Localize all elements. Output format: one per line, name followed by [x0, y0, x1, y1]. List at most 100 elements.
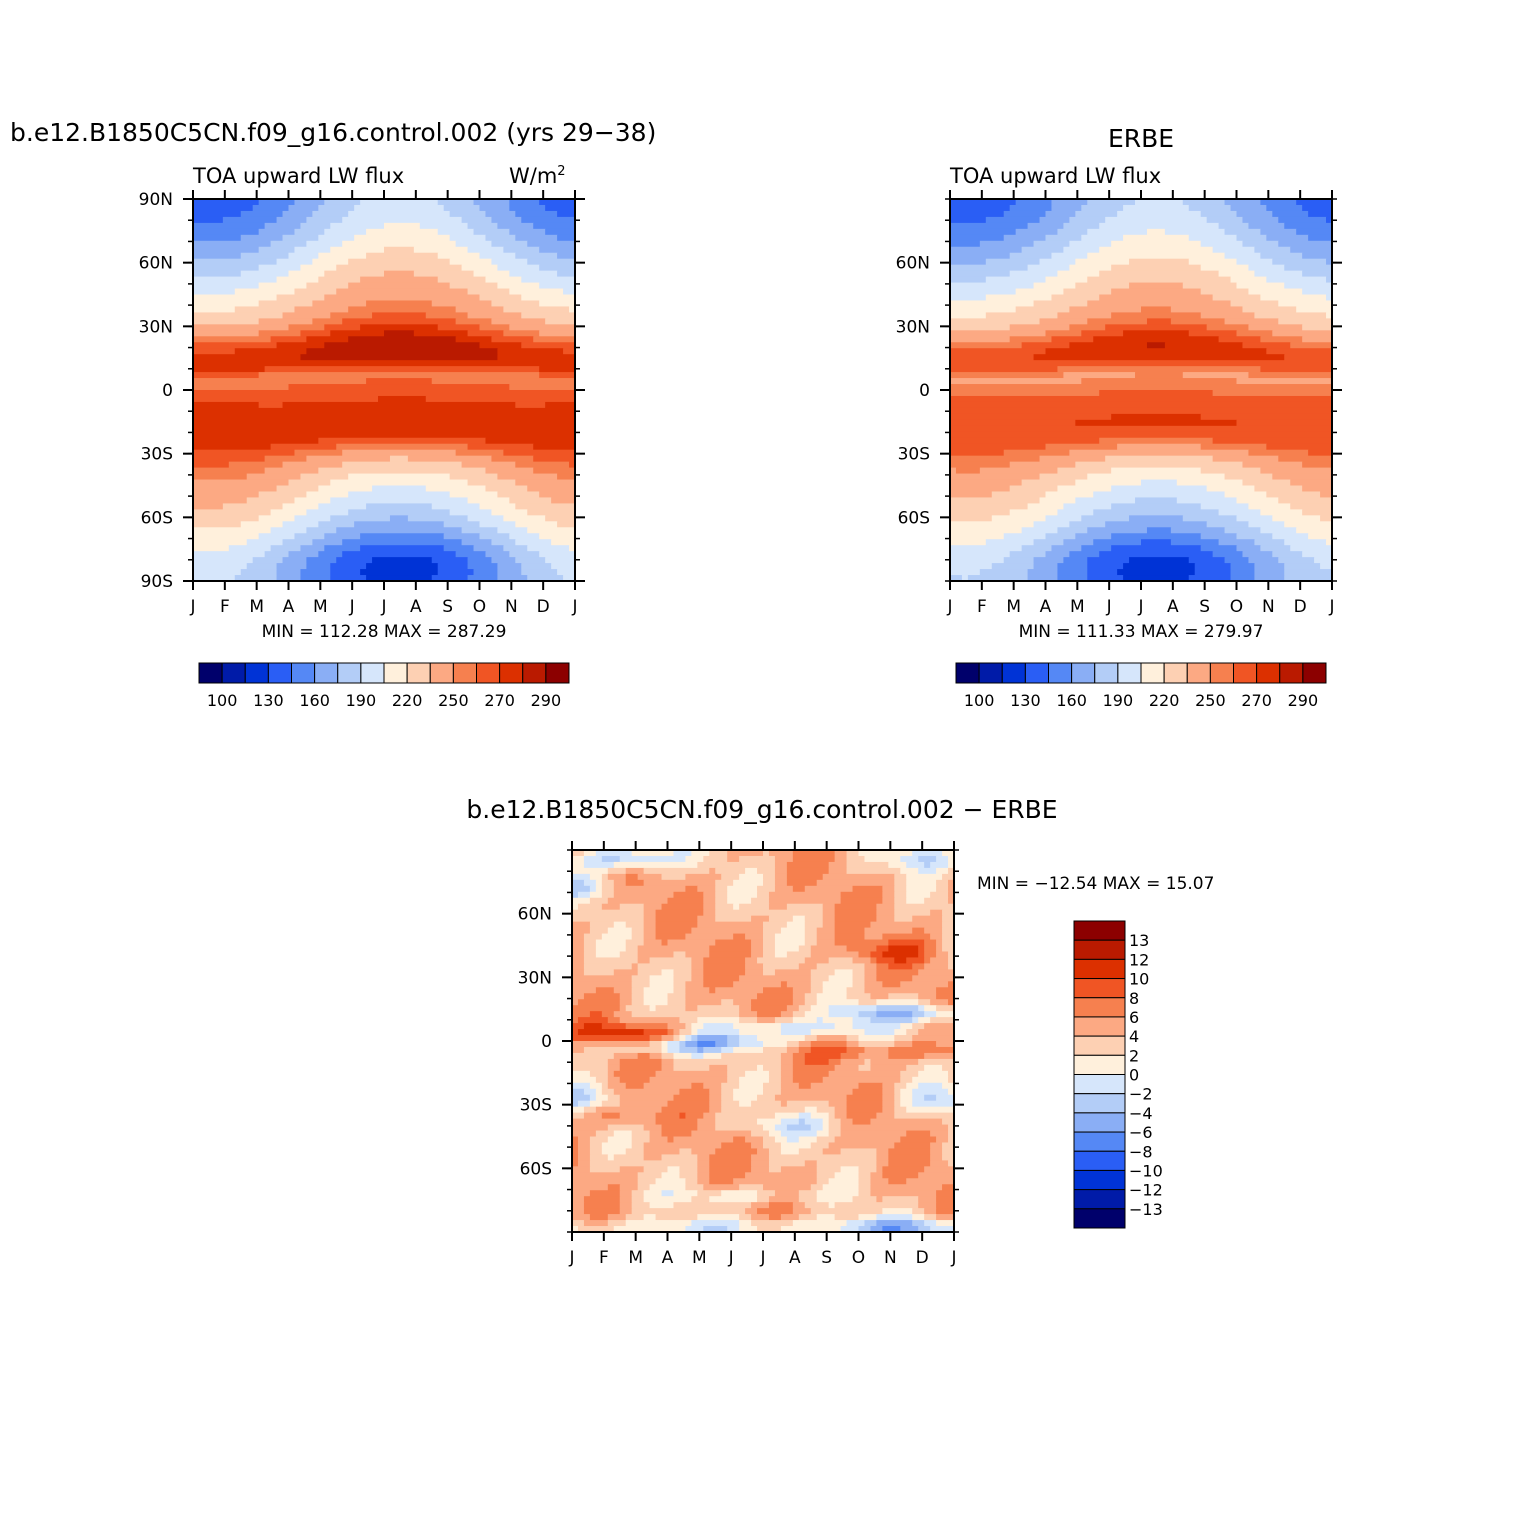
x-tick-label: J [946, 597, 952, 617]
contour-cell [673, 1029, 681, 1036]
contour-cell [643, 1154, 663, 1161]
contour-cell [1129, 557, 1190, 564]
contour-cell [715, 915, 752, 923]
contour-cell [631, 987, 645, 994]
contour-cell [721, 1082, 740, 1090]
contour-cell [1290, 342, 1332, 349]
contour-cell [473, 228, 510, 236]
x-tick-label: O [852, 1248, 865, 1268]
contour-cell [936, 867, 949, 875]
contour-cell [288, 384, 510, 391]
contour-cell [894, 1106, 907, 1114]
colorbar-label: 4 [1129, 1027, 1139, 1046]
contour-cell [936, 987, 954, 994]
contour-cell [804, 1202, 830, 1209]
contour-cell [497, 563, 522, 570]
contour-cell [655, 933, 686, 941]
contour-cell [822, 903, 836, 911]
contour-cell [894, 1029, 907, 1036]
contour-cell [643, 1214, 657, 1221]
contour-cell [950, 509, 1011, 516]
contour-cell [485, 210, 516, 218]
contour-cell [912, 1208, 925, 1215]
contour-cell [649, 1052, 663, 1060]
contour-cell [810, 1005, 830, 1012]
contour-cell [1057, 485, 1112, 493]
contour-cell [1099, 270, 1220, 278]
contour-cell [1051, 545, 1082, 552]
contour-cell [870, 1118, 943, 1126]
contour-cell [384, 246, 415, 254]
contour-cell [950, 246, 1023, 254]
contour-cell [479, 503, 516, 510]
contour-cell [572, 1124, 609, 1132]
contour-cell [1015, 199, 1053, 206]
colorbar-label: −10 [1129, 1161, 1163, 1180]
contour-cell [834, 909, 878, 917]
contour-cell [330, 515, 391, 522]
y-tick-label: 60N [896, 254, 930, 274]
contour-cell [1260, 366, 1332, 373]
contour-cell [583, 1112, 603, 1120]
contour-cell [673, 1058, 782, 1066]
colorbar-swatch [360, 662, 385, 684]
contour-cell [193, 318, 260, 325]
contour-cell [739, 873, 764, 881]
contour-cell [595, 885, 603, 893]
colorbar-label: 2 [1129, 1046, 1139, 1065]
contour-cell [1188, 258, 1238, 266]
contour-cell [1003, 533, 1047, 540]
contour-cell [306, 563, 331, 570]
contour-cell [804, 885, 854, 893]
contour-cell [551, 563, 575, 570]
contour-cell [625, 1214, 645, 1221]
contour-cell [572, 1112, 585, 1120]
contour-cell [637, 945, 710, 953]
contour-cell [1182, 515, 1238, 522]
contour-cell [780, 1214, 800, 1221]
contour-cell [1117, 210, 1202, 218]
contour-cell [816, 1190, 860, 1197]
contour-cell [840, 1052, 860, 1060]
contour-cell [900, 1088, 913, 1096]
contour-cell [545, 515, 575, 522]
contour-cell [852, 957, 872, 965]
contour-cell [774, 1094, 848, 1102]
contour-cell [1093, 336, 1220, 343]
contour-cell [828, 1005, 878, 1012]
contour-cell [792, 855, 836, 863]
contour-cell [804, 927, 818, 935]
contour-cell [1087, 575, 1124, 581]
contour-cell [1326, 276, 1332, 284]
contour-cell [906, 1130, 931, 1138]
contour-cell [667, 897, 704, 905]
contour-cell [473, 270, 510, 278]
contour-cell [950, 455, 1041, 463]
contour-cell [485, 276, 522, 284]
contour-cell [193, 419, 575, 427]
contour-cell [1296, 228, 1332, 236]
contour-cell [1284, 222, 1332, 230]
contour-cell [643, 939, 663, 947]
contour-cell [1212, 437, 1332, 445]
contour-cell [1015, 288, 1065, 296]
contour-cell [258, 246, 296, 254]
contour-cell [467, 515, 504, 522]
contour-cell [1087, 569, 1118, 576]
contour-cell [739, 1100, 752, 1108]
contour-cell [950, 515, 993, 522]
contour-cell [751, 1214, 770, 1221]
contour-cell [1075, 282, 1130, 290]
contour-cell [613, 1154, 645, 1161]
contour-cell [193, 515, 260, 522]
colorbar-label: 290 [531, 691, 562, 710]
contour-cell [577, 1029, 645, 1036]
contour-cell [918, 969, 954, 976]
contour-cell [240, 234, 284, 242]
contour-cell [834, 1202, 919, 1209]
contour-cell [577, 1160, 591, 1167]
contour-cell [1093, 539, 1142, 546]
contour-cell [330, 497, 469, 505]
contour-cell [527, 240, 575, 248]
contour-cell [936, 1005, 954, 1012]
